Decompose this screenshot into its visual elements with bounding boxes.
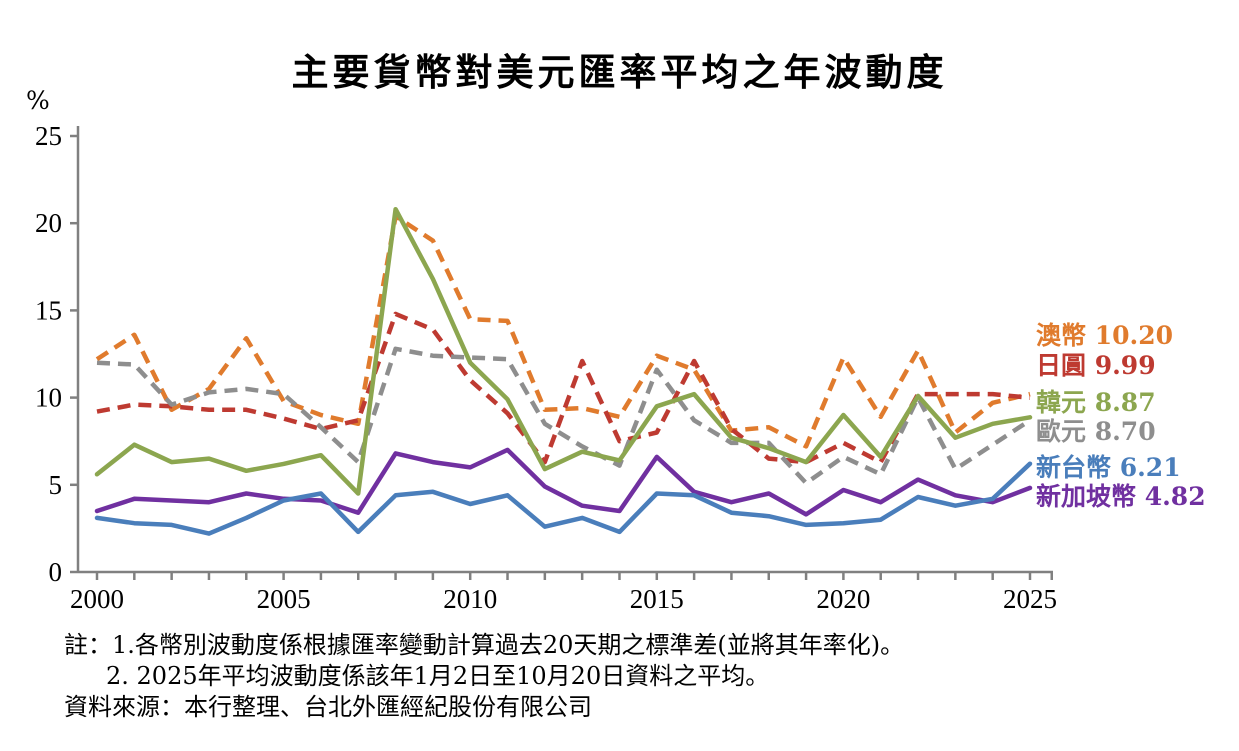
legend-item-krw: 韓元 8.87 bbox=[1036, 388, 1156, 417]
y-tick-label: 15 bbox=[35, 295, 62, 325]
source-note: 資料來源：本行整理、台北外匯經紀股份有限公司 bbox=[64, 693, 592, 721]
legend-item-jpy: 日圓 9.99 bbox=[1036, 351, 1156, 380]
y-tick-label: 0 bbox=[49, 557, 63, 587]
footnotes: 註：1.各幣別波動度係根據匯率變動計算過去20天期之標準差(並將其年率化)。 2… bbox=[64, 630, 904, 723]
series-line-aud bbox=[95, 213, 1031, 449]
footnote-1: 註：1.各幣別波動度係根據匯率變動計算過去20天期之標準差(並將其年率化)。 bbox=[64, 631, 905, 659]
y-tick-label: 5 bbox=[49, 470, 63, 500]
legend-item-aud: 澳幣 10.20 bbox=[1036, 321, 1173, 350]
y-tick-label: 25 bbox=[35, 121, 62, 151]
y-tick-label: 20 bbox=[35, 208, 62, 238]
y-tick-label: 10 bbox=[35, 383, 62, 413]
legend-item-twd: 新台幣 6.21 bbox=[1036, 453, 1181, 482]
legend-item-eur: 歐元 8.70 bbox=[1036, 417, 1156, 446]
series-line-twd bbox=[94, 461, 1033, 536]
series-line-krw bbox=[94, 206, 1033, 496]
chart-title: 主要貨幣對美元匯率平均之年波動度 bbox=[291, 50, 948, 94]
x-tick-label: 2015 bbox=[630, 584, 684, 614]
series-line-eur bbox=[96, 346, 1032, 486]
x-tick-label: 2025 bbox=[1003, 584, 1057, 614]
footnote-2: 2. 2025年平均波動度係該年1月2日至10月20日資料之平均。 bbox=[106, 662, 770, 690]
legend-item-sgd: 新加坡幣 4.82 bbox=[1036, 482, 1206, 511]
x-tick-label: 2010 bbox=[443, 584, 497, 614]
y-axis-unit-label: % bbox=[26, 86, 50, 115]
x-tick-label: 2020 bbox=[816, 584, 870, 614]
x-tick-label: 2000 bbox=[70, 584, 124, 614]
series-line-jpy bbox=[96, 311, 1031, 465]
x-tick-label: 2005 bbox=[257, 584, 311, 614]
series-line-sgd bbox=[94, 447, 1033, 517]
